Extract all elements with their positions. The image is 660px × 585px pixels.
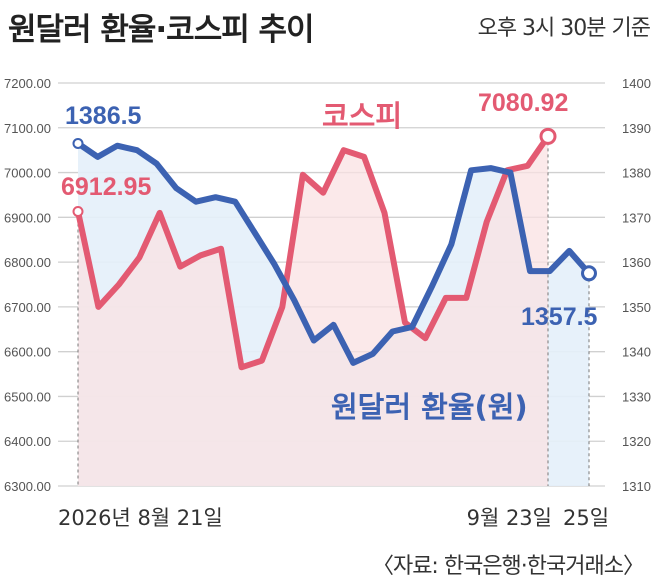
fx-line <box>75 140 592 366</box>
area-fills <box>78 136 589 487</box>
y-right-tick-label: 1390 <box>622 121 651 136</box>
source-note: 〈자료: 한국은행·한국거래소〉 <box>371 554 645 579</box>
y-right-tick-label: 1310 <box>622 479 651 494</box>
fx-end-value-label: 1357.5 <box>521 303 598 331</box>
y-right-tick-label: 1320 <box>622 434 651 449</box>
x-tick-label: 2026년 8월 21일 <box>58 506 223 530</box>
kospi-end-marker <box>539 127 557 145</box>
y-axis-left: 6300.00 6400.00 6500.00 6600.00 6700.00 6800.… <box>4 76 51 494</box>
endpoint-markers <box>72 127 597 282</box>
x-axis: 2026년 8월 21일 9월 23일 25일 <box>58 506 609 530</box>
kospi-line <box>75 133 551 371</box>
date-guides <box>77 136 590 486</box>
y-right-tick-label: 1380 <box>622 166 651 181</box>
fx-end-marker <box>581 265 597 282</box>
y-axis-right: 1310 1320 1330 1340 1350 1360 1370 1380 1390 1400 <box>622 76 651 494</box>
x-tick-label: 25일 <box>563 506 609 530</box>
timestamp: 오후 3시 30분 기준 <box>477 16 651 41</box>
y-left-tick-label: 6800.00 <box>4 255 51 270</box>
y-left-tick-label: 6600.00 <box>4 345 51 360</box>
kospi-start-marker <box>72 206 84 218</box>
y-left-tick-label: 7000.00 <box>4 166 51 181</box>
chart-title: 원달러 환율·코스피 추이 <box>8 12 315 48</box>
y-left-tick-label: 7200.00 <box>4 76 51 91</box>
y-left-tick-label: 6400.00 <box>4 434 51 449</box>
kospi-start-value-label: 6912.95 <box>61 173 151 201</box>
kospi-end-value-label: 7080.92 <box>478 89 568 117</box>
x-tick-label: 9월 23일 <box>467 506 552 530</box>
fx-series-label: 원달러 환율(원) <box>331 390 528 424</box>
y-right-tick-label: 1370 <box>622 210 651 225</box>
y-right-tick-label: 1360 <box>622 255 651 270</box>
y-left-tick-label: 7100.00 <box>4 121 51 136</box>
y-left-tick-label: 6900.00 <box>4 210 51 225</box>
y-right-tick-label: 1350 <box>622 300 651 315</box>
fx-start-value-label: 1386.5 <box>65 102 142 130</box>
series-lines <box>75 133 592 371</box>
fx-start-marker <box>72 137 84 149</box>
y-right-tick-label: 1330 <box>622 389 651 404</box>
kospi-area-fill <box>78 136 548 487</box>
y-right-tick-label: 1400 <box>622 76 651 91</box>
kospi-series-label: 코스피 <box>322 99 402 133</box>
y-left-tick-label: 6700.00 <box>4 300 51 315</box>
y-right-tick-label: 1340 <box>622 345 651 360</box>
y-left-tick-label: 6300.00 <box>4 479 51 494</box>
y-left-tick-label: 6500.00 <box>4 389 51 404</box>
